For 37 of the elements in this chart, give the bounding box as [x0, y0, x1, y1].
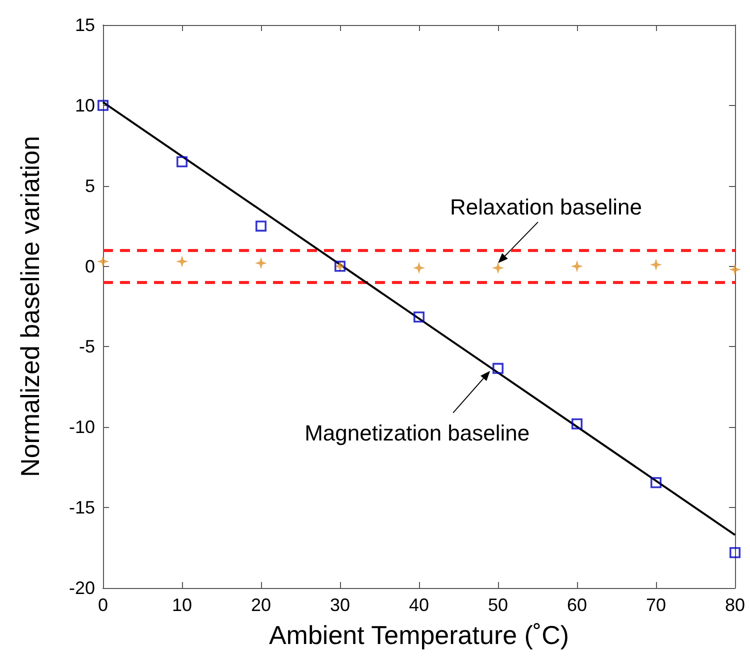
- x-tick-label: 50: [488, 595, 508, 615]
- point: [572, 418, 582, 430]
- point: [176, 156, 188, 168]
- y-tick-label: -15: [68, 498, 95, 518]
- y-tick-label: 10: [74, 95, 95, 116]
- x-tick-label: 70: [646, 595, 666, 615]
- point: [255, 257, 267, 270]
- y-axis-title: Normalized baseline variation: [15, 136, 45, 478]
- x-tick-label: 60: [566, 595, 588, 615]
- point: [730, 547, 740, 558]
- y-tick-label: 15: [74, 15, 95, 35]
- x-tick-label: 80: [724, 595, 746, 615]
- point: [650, 258, 662, 271]
- point: [256, 220, 266, 232]
- point: [97, 255, 109, 268]
- y-tick-label: -20: [68, 578, 95, 598]
- point: [98, 100, 108, 111]
- point: [413, 262, 425, 274]
- point: [571, 260, 583, 272]
- point: [176, 255, 188, 268]
- y-tick-label: 0: [84, 256, 95, 276]
- annotation: Magnetization baseline: [304, 420, 530, 446]
- point: [492, 362, 504, 374]
- x-axis-title: Ambient Temperature (˚C): [268, 620, 570, 650]
- x-tick-label: 10: [172, 595, 192, 615]
- point: [650, 477, 662, 488]
- x-tick-label: 20: [250, 595, 272, 615]
- x-tick-label: 0: [98, 595, 108, 615]
- point: [414, 311, 424, 322]
- y-tick-label: -10: [68, 417, 95, 438]
- point: [492, 262, 504, 274]
- y-tick-label: 5: [84, 176, 95, 196]
- x-tick-label: 30: [330, 595, 350, 615]
- annotation: Relaxation baseline: [450, 194, 642, 220]
- y-tick-label: -5: [78, 336, 95, 357]
- x-tick-label: 40: [408, 595, 430, 615]
- point: [729, 264, 741, 276]
